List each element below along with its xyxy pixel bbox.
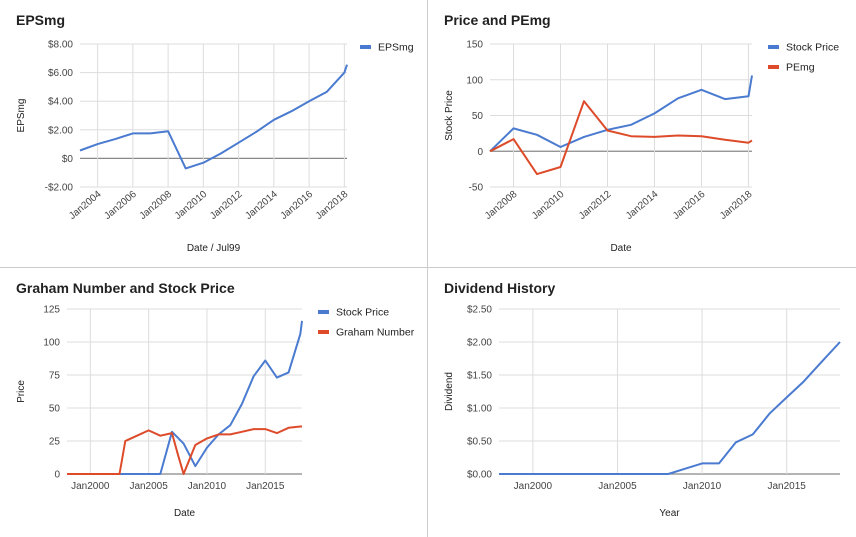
eps-x-tick-label: Jan2018 bbox=[314, 189, 351, 222]
eps-y-tick-label: $2.00 bbox=[48, 125, 73, 136]
graham-x-tick-label: Jan2015 bbox=[246, 481, 285, 492]
eps-y-axis-label: EPSmg bbox=[16, 99, 27, 133]
price-pemg-series-line-pemg bbox=[489, 100, 753, 176]
eps-legend-label-epsmg: EPSmg bbox=[378, 42, 414, 54]
dividend-x-tick-label: Jan2010 bbox=[683, 481, 722, 492]
price-pemg-x-tick-label: Jan2012 bbox=[577, 189, 614, 222]
price-pemg-y-tick-label: 0 bbox=[477, 147, 483, 158]
price-pemg-series-line-stock-price bbox=[489, 75, 753, 153]
graham-y-tick-label: 0 bbox=[54, 470, 60, 481]
eps-x-tick-label: Jan2010 bbox=[173, 189, 210, 222]
graham-x-tick-label: Jan2010 bbox=[188, 481, 227, 492]
graham-y-tick-label: 50 bbox=[49, 404, 61, 415]
price-pemg-x-tick-label: Jan2010 bbox=[530, 189, 567, 222]
dividend-y-axis-label: Dividend bbox=[444, 372, 455, 411]
eps-chart-title: EPSmg bbox=[16, 12, 65, 28]
dividend-series-line-dividend bbox=[499, 341, 841, 475]
eps-chart-panel: EPSmg $8.00 $6.00 $4.00 $2.00 $0 -$2.00 Jan2004… bbox=[0, 0, 428, 268]
graham-series-line-stock-price bbox=[67, 320, 303, 475]
dividend-y-tick-label: $1.00 bbox=[467, 404, 492, 415]
price-pemg-x-axis-label: Date bbox=[610, 243, 632, 254]
dividend-y-tick-label: $2.00 bbox=[467, 338, 492, 349]
eps-y-tick-label: $8.00 bbox=[48, 40, 73, 51]
graham-x-axis-label: Date bbox=[174, 508, 196, 519]
graham-legend-label-stock-price: Stock Price bbox=[336, 307, 389, 319]
eps-y-tick-label: $6.00 bbox=[48, 68, 73, 79]
price-pemg-x-tick-label: Jan2016 bbox=[671, 189, 708, 222]
graham-legend-swatch-stock-price bbox=[318, 310, 329, 314]
dividend-x-tick-label: Jan2005 bbox=[598, 481, 637, 492]
price-pemg-y-axis-label: Stock Price bbox=[444, 90, 455, 141]
graham-series-line-graham-number bbox=[67, 425, 302, 475]
eps-x-axis-label: Date / Jul99 bbox=[187, 243, 241, 254]
dividend-x-tick-label: Jan2015 bbox=[768, 481, 807, 492]
graham-y-axis-label: Price bbox=[16, 380, 27, 403]
eps-x-tick-label: Jan2014 bbox=[243, 189, 280, 222]
eps-x-tick-label: Jan2006 bbox=[102, 189, 139, 222]
price-pemg-y-tick-label: 50 bbox=[472, 111, 484, 122]
eps-x-tick-label: Jan2004 bbox=[67, 189, 104, 222]
graham-y-tick-label: 125 bbox=[43, 305, 60, 316]
price-pemg-y-tick-label: 100 bbox=[466, 75, 483, 86]
eps-legend-swatch-epsmg bbox=[360, 45, 371, 49]
price-pemg-x-tick-label: Jan2018 bbox=[718, 189, 755, 222]
dividend-y-tick-label: $2.50 bbox=[467, 305, 492, 316]
eps-y-tick-label: $0 bbox=[62, 154, 74, 165]
graham-chart-title: Graham Number and Stock Price bbox=[16, 280, 235, 296]
dividend-chart-title: Dividend History bbox=[444, 280, 555, 296]
eps-x-tick-label: Jan2016 bbox=[279, 189, 316, 222]
price-pemg-y-tick-label: 150 bbox=[466, 40, 483, 51]
graham-x-tick-label: Jan2000 bbox=[71, 481, 110, 492]
graham-y-tick-label: 25 bbox=[49, 437, 61, 448]
dividend-history-chart-svg: Dividend History $2.50 $2.00 $1.50 $1.00 $0.5… bbox=[444, 280, 841, 519]
graham-y-tick-label: 100 bbox=[43, 338, 60, 349]
dividend-y-tick-label: $0.50 bbox=[467, 437, 492, 448]
price-pemg-x-tick-label: Jan2014 bbox=[624, 189, 661, 222]
dividend-history-chart-panel: Dividend History $2.50 $2.00 $1.50 $1.00 $0.5… bbox=[428, 268, 856, 537]
price-pemg-legend-swatch-stock-price bbox=[768, 45, 779, 49]
graham-x-tick-label: Jan2005 bbox=[129, 481, 168, 492]
eps-series-line-epsmg bbox=[79, 64, 348, 170]
price-pemg-chart-panel: Price and PEmg 150 100 50 0 -50 Jan2008 Jan2010… bbox=[428, 0, 856, 268]
dividend-y-tick-label: $0.00 bbox=[467, 470, 492, 481]
price-pemg-legend-label-stock-price: Stock Price bbox=[786, 42, 839, 54]
price-pemg-legend-swatch-pemg bbox=[768, 65, 779, 69]
eps-x-tick-label: Jan2008 bbox=[138, 189, 175, 222]
price-pemg-x-tick-label: Jan2008 bbox=[483, 189, 520, 222]
graham-legend-swatch-graham-number bbox=[318, 330, 329, 334]
eps-chart-svg: EPSmg $8.00 $6.00 $4.00 $2.00 $0 -$2.00Jan2004… bbox=[16, 12, 414, 254]
graham-legend-label-graham-number: Graham Number bbox=[336, 327, 415, 339]
graham-number-chart-svg: Graham Number and Stock Price 125 100 75 50 2… bbox=[16, 280, 415, 519]
price-pemg-chart-title: Price and PEmg bbox=[444, 12, 551, 28]
eps-y-tick-label: -$2.00 bbox=[45, 183, 74, 194]
dividend-x-tick-label: Jan2000 bbox=[514, 481, 553, 492]
dividend-x-axis-label: Year bbox=[659, 508, 680, 519]
price-pemg-y-tick-label: -50 bbox=[469, 183, 484, 194]
eps-x-tick-label: Jan2012 bbox=[208, 189, 245, 222]
price-pemg-legend-label-pemg: PEmg bbox=[786, 62, 815, 74]
dividend-y-tick-label: $1.50 bbox=[467, 371, 492, 382]
graham-y-tick-label: 75 bbox=[49, 371, 61, 382]
graham-number-chart-panel: Graham Number and Stock Price 125 100 75 50 2… bbox=[0, 268, 428, 537]
eps-y-tick-label: $4.00 bbox=[48, 97, 73, 108]
